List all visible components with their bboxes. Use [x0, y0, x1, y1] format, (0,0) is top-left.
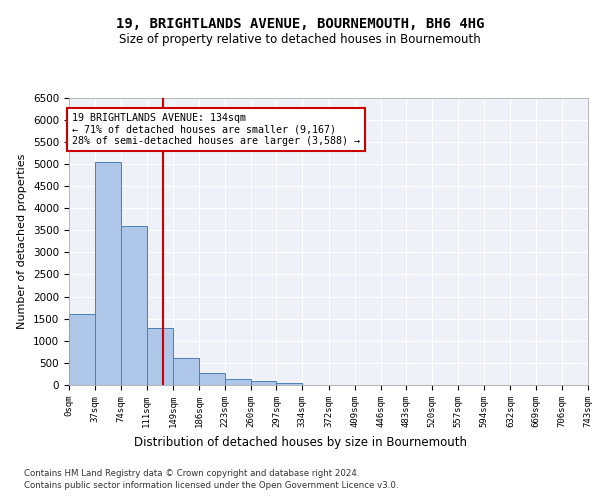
Bar	[173, 358, 199, 385]
Text: 19 BRIGHTLANDS AVENUE: 134sqm
← 71% of detached houses are smaller (9,167)
28% o: 19 BRIGHTLANDS AVENUE: 134sqm ← 71% of d…	[73, 113, 361, 146]
Y-axis label: Number of detached properties: Number of detached properties	[17, 154, 28, 329]
Text: Size of property relative to detached houses in Bournemouth: Size of property relative to detached ho…	[119, 32, 481, 46]
Bar	[199, 372, 225, 385]
Text: 19, BRIGHTLANDS AVENUE, BOURNEMOUTH, BH6 4HG: 19, BRIGHTLANDS AVENUE, BOURNEMOUTH, BH6…	[116, 18, 484, 32]
Bar	[121, 226, 146, 385]
Bar	[251, 382, 277, 385]
Bar	[69, 314, 95, 385]
Text: Contains HM Land Registry data © Crown copyright and database right 2024.: Contains HM Land Registry data © Crown c…	[24, 470, 359, 478]
Bar	[95, 162, 121, 385]
Text: Contains public sector information licensed under the Open Government Licence v3: Contains public sector information licen…	[24, 482, 398, 490]
Bar	[146, 328, 173, 385]
Bar	[277, 383, 302, 385]
Text: Distribution of detached houses by size in Bournemouth: Distribution of detached houses by size …	[133, 436, 467, 449]
Bar	[225, 379, 251, 385]
